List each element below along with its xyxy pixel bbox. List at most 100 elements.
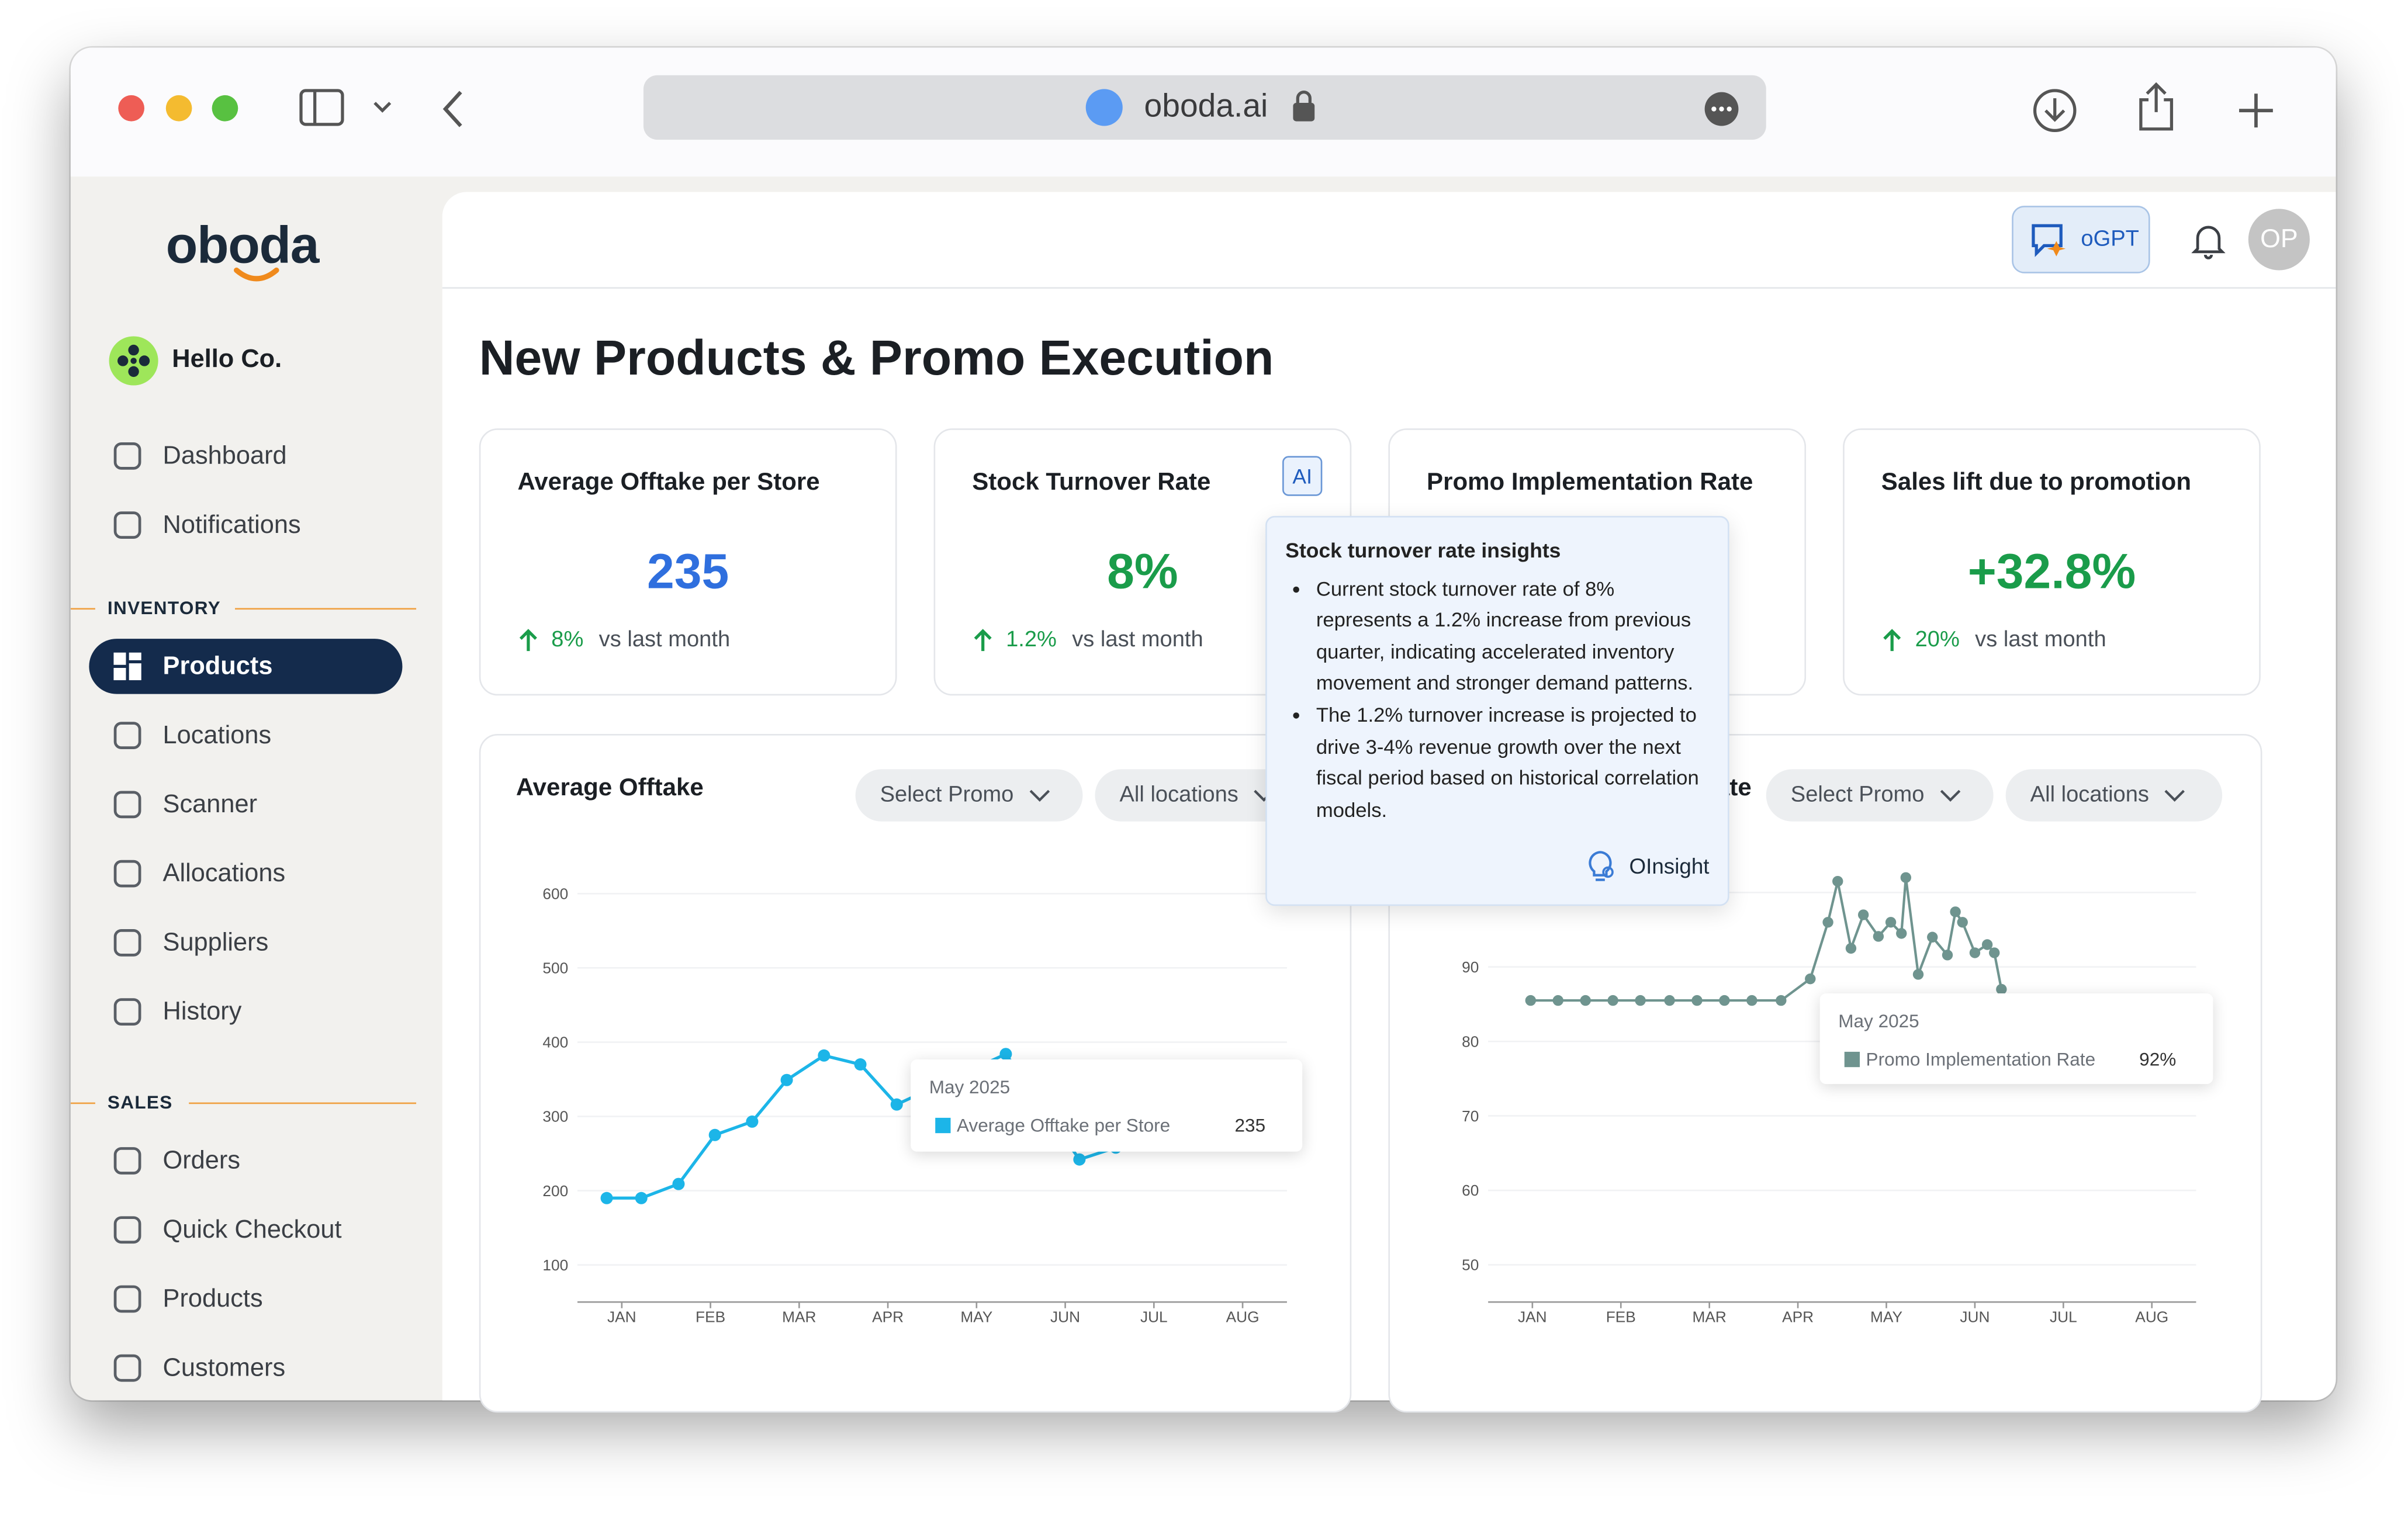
minimize-button[interactable]	[165, 95, 192, 122]
data-point	[1805, 973, 1816, 985]
kpi-title: Stock Turnover Rate	[972, 470, 1211, 496]
close-button[interactable]	[118, 95, 144, 122]
new-tab-button[interactable]	[2236, 91, 2276, 130]
lock-icon	[1293, 91, 1315, 122]
chevron-shape	[1940, 789, 1961, 802]
x-tick-label: JAN	[1518, 1308, 1547, 1325]
data-point	[1927, 931, 1938, 943]
insight-source-label: OInsight	[1629, 853, 1710, 878]
chart-title: Average Offtake	[515, 775, 704, 802]
nav-item[interactable]: Locations	[110, 712, 271, 758]
share-button[interactable]	[2134, 81, 2178, 133]
nav-icon	[113, 511, 141, 539]
icon-part	[113, 1354, 141, 1382]
nav-item[interactable]: Quick Checkout	[110, 1207, 342, 1253]
chart-tooltip: May 2025 Average Offtake per Store 235	[911, 1059, 1303, 1152]
sidebar-toggle[interactable]	[298, 88, 406, 134]
section-title: SALES	[107, 1092, 173, 1114]
download-button[interactable]	[2030, 86, 2080, 135]
data-point	[999, 1048, 1012, 1061]
page-menu[interactable]	[1703, 91, 1740, 127]
arrow-shape	[1883, 629, 1901, 652]
data-point	[1691, 995, 1703, 1006]
kpi-title: Sales lift due to promotion	[1881, 470, 2192, 496]
ai-badge[interactable]: AI	[1282, 456, 1323, 496]
x-tick-label: JUL	[1140, 1308, 1168, 1325]
data-point	[1857, 909, 1869, 920]
x-tick-label: JUN	[1050, 1308, 1080, 1325]
x-tick-label: FEB	[696, 1308, 725, 1325]
header-divider	[442, 287, 2336, 289]
site-icon	[1085, 89, 1123, 126]
chart-tooltip: May 2025 Promo Implementation Rate 92%	[1819, 993, 2213, 1085]
nav-item[interactable]: Scanner	[110, 781, 257, 827]
section-rule-left	[70, 608, 95, 610]
kpi-card: Average Offtake per Store 235 8% vs last mo…	[479, 428, 897, 696]
data-point	[1950, 906, 1961, 917]
data-point	[635, 1191, 648, 1204]
nav-icon	[113, 1147, 141, 1175]
chevron	[2165, 789, 2185, 802]
notification-bell[interactable]	[2191, 223, 2226, 259]
chevron	[1029, 789, 1050, 802]
address-bar[interactable]: oboda.ai	[643, 75, 1766, 140]
insight-popup: Stock turnover rate insights Current sto…	[1265, 515, 1729, 906]
data-point	[1719, 995, 1730, 1006]
data-point	[1635, 995, 1646, 1006]
nav-icon	[113, 442, 141, 470]
user-avatar[interactable]: OP	[2248, 209, 2310, 271]
filter-dropdown[interactable]: Select Promo	[1766, 769, 1994, 822]
y-tick-label: 300	[542, 1108, 568, 1125]
browser-toolbar: oboda.ai	[70, 47, 2336, 177]
icon-part	[113, 860, 141, 888]
nav-label: Products	[162, 652, 273, 680]
kpi-compare: vs last month	[1975, 628, 2106, 653]
data-point	[854, 1058, 867, 1071]
filter-dropdown[interactable]: Select Promo	[855, 769, 1083, 822]
filter-label: Select Promo	[880, 783, 1014, 808]
arrow-shape	[974, 629, 992, 652]
kpi-value: 8%	[1107, 543, 1178, 599]
nav-item[interactable]: Allocations	[110, 851, 285, 897]
insight-icon	[1588, 851, 1614, 881]
data-point	[780, 1073, 793, 1086]
data-point	[1957, 917, 1968, 928]
data-point	[890, 1098, 903, 1111]
zoom-button[interactable]	[212, 95, 238, 122]
y-tick-label: 70	[1462, 1107, 1479, 1125]
nav-item[interactable]: Notifications	[110, 502, 301, 548]
back-button[interactable]	[439, 88, 470, 134]
ogpt-button[interactable]: oGPT	[2012, 206, 2150, 273]
data-point	[1873, 931, 1884, 942]
filter-label: All locations	[1119, 783, 1238, 808]
url-text: oboda.ai	[1144, 89, 1268, 124]
icon-part	[113, 998, 141, 1026]
data-point	[600, 1191, 613, 1204]
up-arrow	[974, 629, 992, 652]
tooltip-swatch	[935, 1117, 951, 1134]
y-tick-label: 600	[542, 885, 568, 902]
tooltip-title: May 2025	[1838, 1010, 1919, 1032]
nav-item[interactable]: Orders	[110, 1138, 240, 1184]
logo-smile	[234, 267, 279, 282]
nav-icon	[113, 929, 141, 957]
data-point	[1912, 969, 1924, 980]
filter-dropdown[interactable]: All locations	[2005, 769, 2223, 822]
nav-item[interactable]: Products	[89, 639, 403, 694]
filter-dropdown[interactable]: All locations	[1095, 769, 1295, 822]
y-tick-label: 50	[1462, 1256, 1479, 1274]
nav-item[interactable]: Suppliers	[110, 920, 268, 966]
nav-label: Products	[162, 1284, 263, 1312]
nav-icon	[113, 791, 141, 819]
nav-item[interactable]: Dashboard	[110, 433, 287, 479]
data-point	[1981, 939, 1993, 950]
chevron-shape	[1029, 789, 1050, 802]
nav-icon	[113, 652, 141, 681]
section-rule	[189, 1102, 417, 1104]
y-tick-label: 400	[542, 1034, 568, 1051]
nav-item[interactable]: History	[110, 989, 241, 1035]
kpi-compare: vs last month	[1072, 628, 1203, 653]
nav-item[interactable]: Customers	[110, 1345, 285, 1391]
nav-item[interactable]: Products	[110, 1276, 263, 1322]
x-tick-label: MAY	[960, 1308, 992, 1325]
